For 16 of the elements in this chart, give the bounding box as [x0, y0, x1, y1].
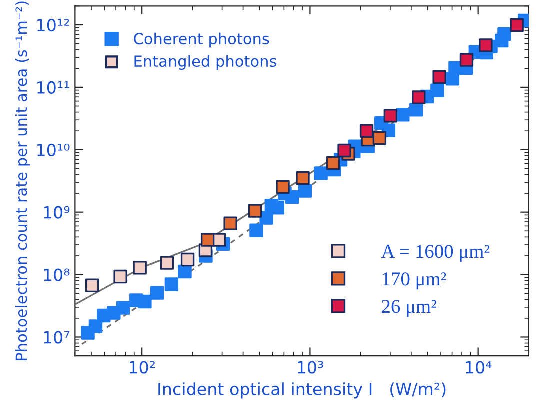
y-tick-label: 10¹¹ — [38, 81, 70, 94]
x-axis-title: Incident optical intensity I (W/m²) — [158, 382, 446, 399]
y-tick-label: 10⁷ — [44, 331, 70, 344]
y-tick-label: 10⁸ — [44, 268, 70, 282]
legend-label: 26 μm² — [382, 300, 437, 318]
legend-label: 170 μm² — [382, 272, 446, 290]
y-tick-label: 10¹² — [38, 18, 70, 32]
x-tick-label: 10³ — [298, 361, 324, 374]
legend-label: A = 1600 μm² — [381, 245, 490, 262]
y-tick-label: 10¹⁰ — [38, 144, 70, 156]
legend-label: Coherent photons — [134, 32, 270, 48]
x-tick-label: 10² — [130, 361, 155, 374]
y-tick-label: 10⁹ — [44, 206, 70, 219]
y-axis-title: Photoelectron count rate per unit area (s⁻¹m⁻²) — [15, 2, 30, 360]
annotation: Entangled photons — [134, 55, 276, 70]
x-tick-label: 10⁴ — [466, 361, 492, 374]
